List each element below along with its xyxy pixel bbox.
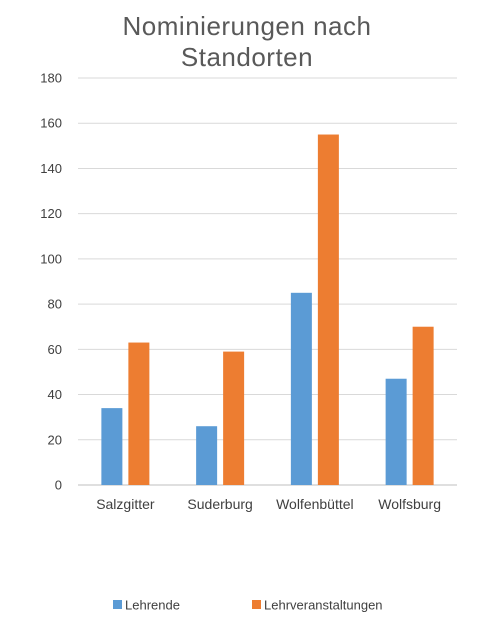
- y-tick-label: 80: [48, 297, 62, 312]
- bar-lehrende: [101, 408, 123, 485]
- bars: [101, 134, 434, 485]
- bar-lehrende: [385, 378, 407, 485]
- legend: Lehrende Lehrveranstaltungen: [113, 598, 383, 613]
- legend-label: Lehrveranstaltungen: [264, 598, 383, 613]
- category-label: Wolfenbüttel: [276, 496, 354, 512]
- y-tick-label: 100: [40, 251, 62, 266]
- x-axis: Salzgitter Suderburg Wolfenbüttel Wolfsburg: [96, 496, 441, 512]
- bar-lehrveranstaltungen: [128, 342, 150, 485]
- legend-label: Lehrende: [125, 598, 180, 613]
- chart-title: Nominierungen nach Standorten: [123, 11, 372, 72]
- category-label: Salzgitter: [96, 496, 155, 512]
- y-tick-label: 60: [48, 342, 62, 357]
- bar-lehrveranstaltungen: [317, 134, 339, 485]
- y-tick-label: 120: [40, 206, 62, 221]
- bar-lehrende: [290, 292, 312, 485]
- bar-lehrveranstaltungen: [412, 326, 434, 485]
- category-label: Suderburg: [187, 496, 252, 512]
- chart-title-line-2: Standorten: [181, 42, 313, 72]
- bar-lehrveranstaltungen: [223, 351, 245, 485]
- y-tick-label: 20: [48, 432, 62, 447]
- y-tick-label: 140: [40, 161, 62, 176]
- y-tick-label: 0: [55, 478, 62, 493]
- chart-title-line-1: Nominierungen nach: [123, 11, 372, 41]
- legend-swatch: [252, 600, 261, 609]
- y-tick-label: 180: [40, 71, 62, 86]
- legend-swatch: [113, 600, 122, 609]
- y-axis: 0 20 40 60 80 100 120 140 160 180: [40, 71, 62, 493]
- bar-lehrende: [196, 426, 218, 485]
- category-label: Wolfsburg: [378, 496, 441, 512]
- y-tick-label: 160: [40, 116, 62, 131]
- y-tick-label: 40: [48, 387, 62, 402]
